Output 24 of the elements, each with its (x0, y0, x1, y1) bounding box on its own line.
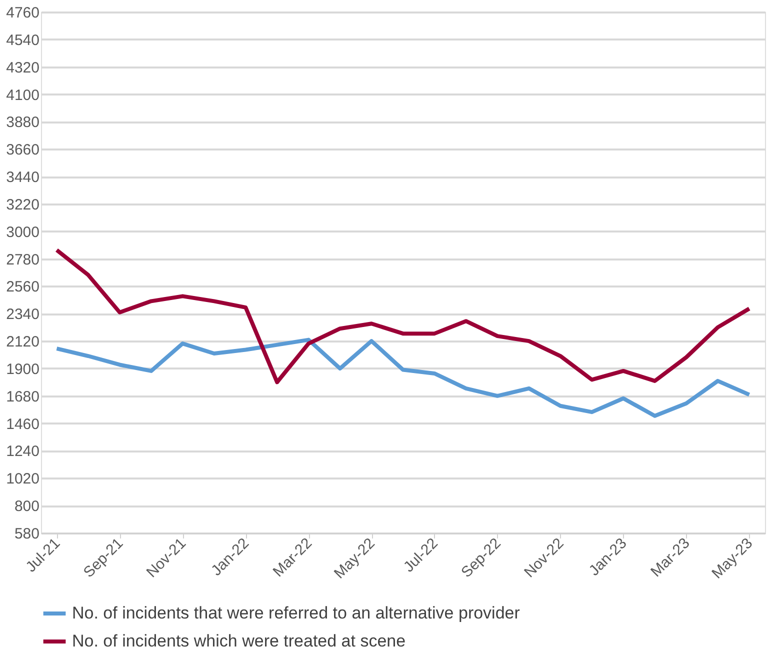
y-tick-label: 3660 (6, 142, 40, 159)
y-tick-label: 2120 (6, 334, 40, 351)
y-tick-label: 1460 (6, 416, 40, 433)
y-tick-label: 3000 (6, 224, 40, 241)
y-tick-label: 4320 (6, 59, 40, 76)
y-tick-label: 2780 (6, 251, 40, 268)
y-tick-label: 2340 (6, 306, 40, 324)
y-tick-label: 4100 (6, 86, 40, 104)
y-tick-label: 800 (14, 498, 40, 516)
y-tick-label: 4760 (6, 4, 40, 22)
line-series (54, 338, 752, 418)
y-tick-label: 1020 (6, 470, 40, 488)
y-tick-label: 580 (14, 526, 40, 542)
y-tick-label: 1900 (6, 360, 40, 378)
legend-label: No. of incidents which were treated at scene (72, 632, 406, 650)
y-tick-label: 3440 (6, 169, 40, 186)
y-tick-label: 4540 (6, 32, 40, 49)
y-tick-label: 1240 (6, 443, 40, 460)
legend-label: No. of incidents that were referred to an alternative provider (72, 604, 520, 622)
y-tick-label: 1680 (6, 388, 40, 406)
y-tick-label: 3220 (6, 196, 40, 214)
line-series (54, 248, 752, 384)
y-tick-label: 3880 (6, 114, 40, 132)
y-tick-label: 2560 (6, 278, 40, 296)
